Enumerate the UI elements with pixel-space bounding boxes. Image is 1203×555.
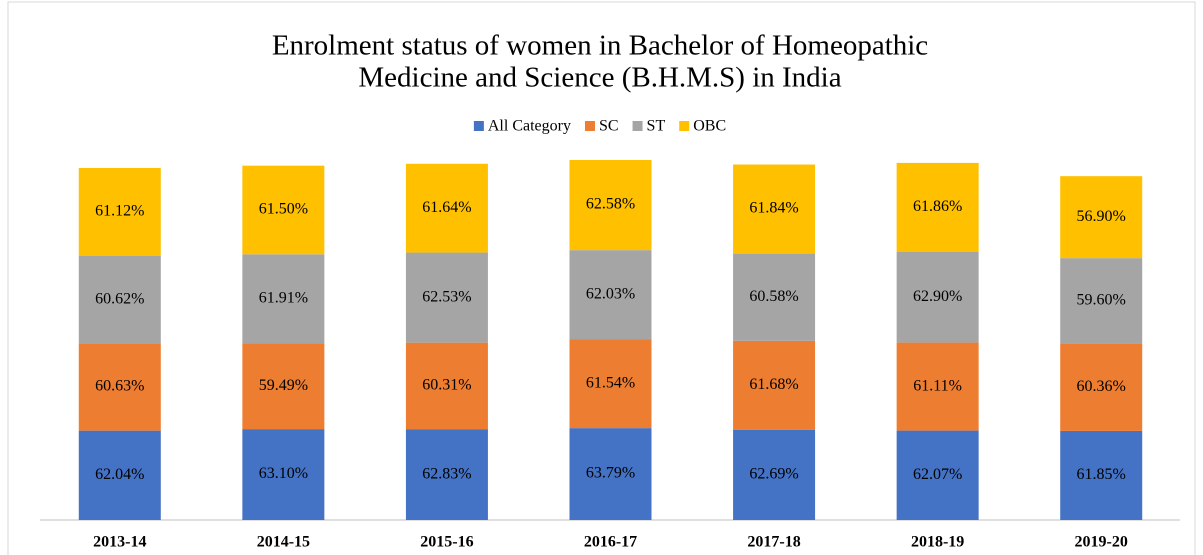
bar-segment bbox=[733, 253, 816, 341]
data-label: 61.68% bbox=[749, 376, 798, 393]
data-label: 62.90% bbox=[913, 288, 962, 305]
bar-segment bbox=[242, 429, 325, 520]
data-label: 61.11% bbox=[913, 377, 962, 394]
data-label: 61.91% bbox=[259, 290, 308, 307]
bar-segment bbox=[1060, 343, 1143, 431]
legend-label: All Category bbox=[488, 118, 571, 135]
data-label: 61.86% bbox=[913, 198, 962, 215]
x-tick-label: 2015-16 bbox=[420, 534, 473, 551]
legend-swatch bbox=[632, 121, 643, 131]
bar-segment bbox=[78, 167, 161, 256]
bar-segment bbox=[733, 164, 816, 254]
bar-segment bbox=[405, 163, 488, 253]
data-label: 62.07% bbox=[913, 466, 962, 483]
bar-segment bbox=[733, 429, 816, 520]
chart-title: Medicine and Science (B.H.M.S) in India bbox=[358, 62, 841, 94]
legend-swatch bbox=[679, 121, 690, 131]
data-label: 61.50% bbox=[259, 201, 308, 218]
x-tick-label: 2017-18 bbox=[747, 534, 800, 551]
bar-segment bbox=[242, 254, 325, 344]
x-tick-label: 2018-19 bbox=[911, 534, 964, 551]
bar-segment bbox=[405, 252, 488, 343]
bar-segment bbox=[405, 429, 488, 520]
data-label: 59.60% bbox=[1077, 292, 1126, 309]
data-label: 60.58% bbox=[749, 288, 798, 305]
bar-segment bbox=[733, 340, 816, 430]
x-tick-label: 2019-20 bbox=[1075, 534, 1128, 551]
data-label: 62.58% bbox=[586, 196, 635, 213]
bar-segment bbox=[1060, 176, 1143, 259]
data-label: 59.49% bbox=[259, 377, 308, 394]
data-label: 61.54% bbox=[586, 374, 635, 391]
bar-segment bbox=[896, 162, 979, 252]
data-label: 60.31% bbox=[422, 377, 471, 394]
bar-segment bbox=[78, 255, 161, 344]
data-label: 63.10% bbox=[259, 465, 308, 482]
bar-segment bbox=[569, 160, 652, 251]
data-label: 61.64% bbox=[422, 199, 471, 216]
data-label: 63.79% bbox=[586, 465, 635, 482]
bar-segment bbox=[405, 342, 488, 430]
bar-segment bbox=[896, 251, 979, 343]
bar-segment bbox=[896, 342, 979, 431]
data-label: 62.53% bbox=[422, 288, 471, 305]
bar-segment bbox=[569, 250, 652, 340]
bar-segment bbox=[1060, 430, 1143, 520]
bar-segment bbox=[569, 339, 652, 429]
data-label: 62.83% bbox=[422, 465, 471, 482]
chart-title: Enrolment status of women in Bachelor of… bbox=[272, 30, 928, 62]
data-label: 61.84% bbox=[749, 200, 798, 217]
legend-label: ST bbox=[647, 118, 666, 135]
data-label: 56.90% bbox=[1077, 208, 1126, 225]
bar-segment bbox=[242, 165, 325, 255]
data-label: 62.69% bbox=[749, 466, 798, 483]
data-label: 62.03% bbox=[586, 285, 635, 302]
x-tick-label: 2013-14 bbox=[93, 534, 146, 551]
legend-label: SC bbox=[599, 118, 619, 135]
x-tick-label: 2014-15 bbox=[257, 534, 310, 551]
data-label: 60.62% bbox=[95, 290, 144, 307]
legend-swatch bbox=[584, 121, 595, 131]
bar-segment bbox=[896, 430, 979, 520]
chart-frame bbox=[7, 1, 1196, 555]
data-label: 60.63% bbox=[95, 378, 144, 395]
bar-segment bbox=[78, 430, 161, 520]
data-label: 61.12% bbox=[95, 203, 144, 220]
bar-segment bbox=[569, 428, 652, 520]
data-label: 61.85% bbox=[1077, 466, 1126, 483]
data-label: 60.36% bbox=[1077, 378, 1126, 395]
bar-segment bbox=[1060, 258, 1143, 344]
legend-label: OBC bbox=[693, 118, 726, 135]
bar-segment bbox=[242, 343, 325, 430]
legend-swatch bbox=[473, 121, 484, 131]
x-tick-label: 2016-17 bbox=[584, 534, 637, 551]
bar-segment bbox=[78, 343, 161, 431]
data-label: 62.04% bbox=[95, 466, 144, 483]
